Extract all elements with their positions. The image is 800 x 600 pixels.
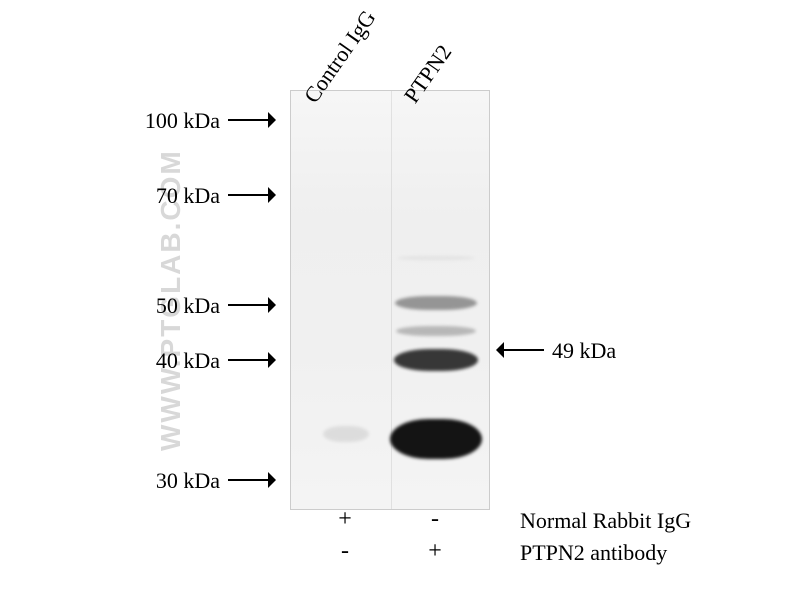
mw-marker-label: 40 kDa	[100, 348, 220, 374]
legend-symbol: +	[420, 538, 450, 565]
target-band-arrow-icon	[496, 342, 536, 344]
mw-marker-label: 30 kDa	[100, 468, 220, 494]
mw-marker-arrow-icon	[228, 187, 268, 189]
legend-symbol: +	[330, 506, 360, 533]
legend-row-label: PTPN2 antibody	[520, 540, 667, 566]
blot-image	[290, 90, 490, 510]
band	[397, 256, 475, 260]
band	[323, 426, 369, 442]
band	[395, 296, 477, 310]
target-band-label: 49 kDa	[552, 338, 616, 364]
band	[396, 326, 476, 336]
mw-marker-arrow-icon	[228, 112, 268, 114]
mw-marker-label: 70 kDa	[100, 183, 220, 209]
mw-marker-arrow-icon	[228, 352, 268, 354]
figure-container: WWW.PTGLAB.COM Control IgG PTPN2 49 kDa …	[0, 0, 800, 600]
legend-symbol: -	[420, 506, 450, 533]
mw-marker-label: 100 kDa	[100, 108, 220, 134]
mw-marker-arrow-icon	[228, 472, 268, 474]
band	[390, 419, 482, 459]
legend-symbol: -	[330, 538, 360, 565]
mw-marker-arrow-icon	[228, 297, 268, 299]
band	[394, 349, 478, 371]
mw-marker-label: 50 kDa	[100, 293, 220, 319]
legend-row-label: Normal Rabbit IgG	[520, 508, 691, 534]
